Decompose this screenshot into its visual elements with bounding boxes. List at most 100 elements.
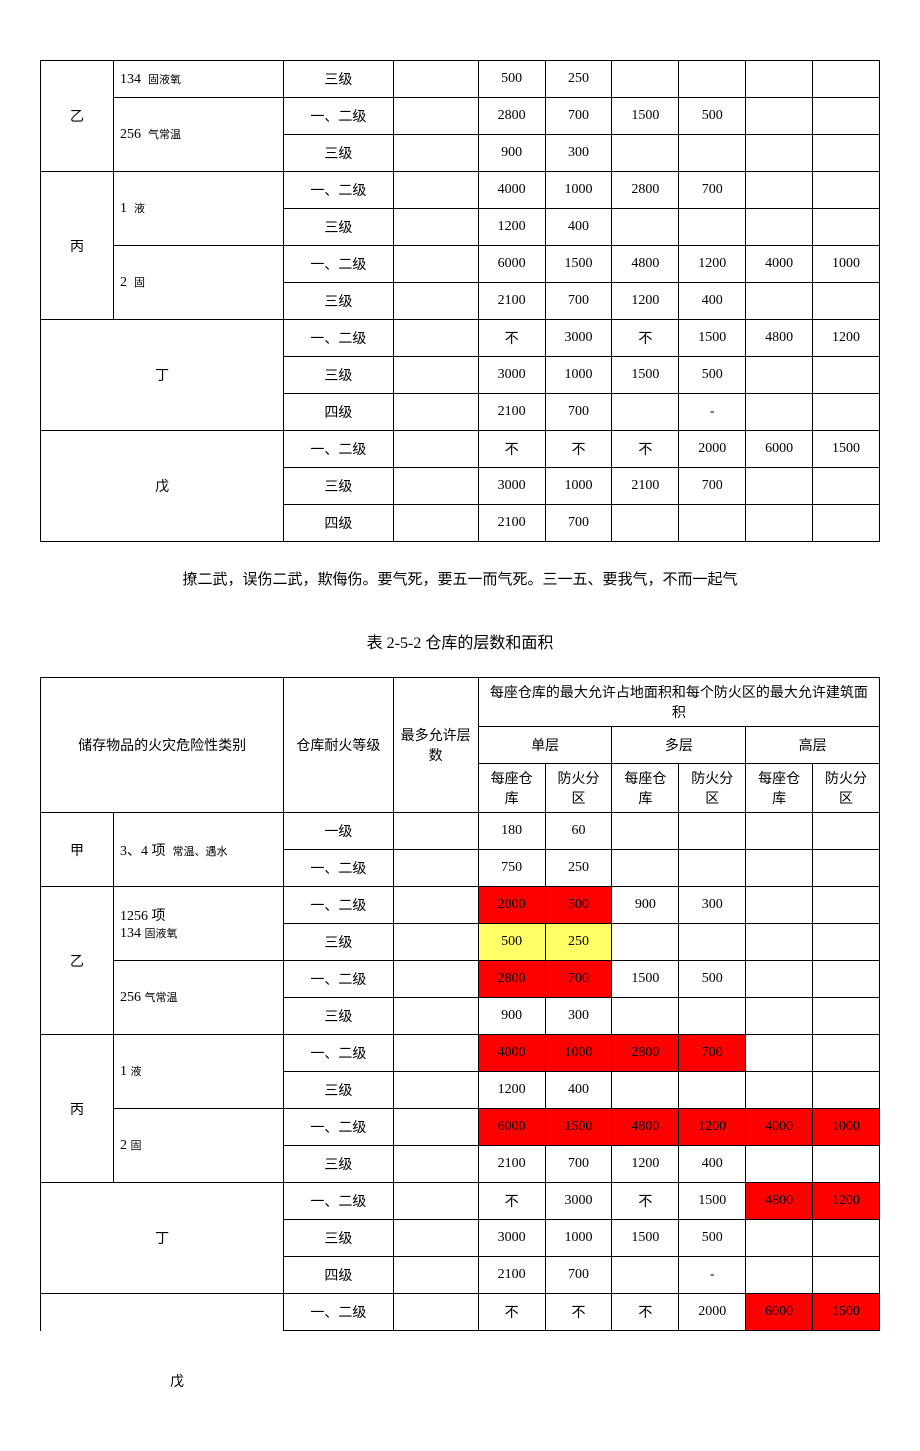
data-cell: 1500 xyxy=(545,1109,612,1146)
data-cell xyxy=(746,172,813,209)
data-cell xyxy=(612,505,679,542)
data-cell: 2800 xyxy=(612,172,679,209)
data-cell xyxy=(746,394,813,431)
data-cell xyxy=(746,1220,813,1257)
data-cell: 400 xyxy=(679,1146,746,1183)
data-cell: 1500 xyxy=(612,961,679,998)
grade-cell: 三级 xyxy=(284,135,393,172)
data-cell xyxy=(813,924,880,961)
data-cell: 6000 xyxy=(746,431,813,468)
blank-cell xyxy=(393,283,478,320)
hdr-top: 每座仓库的最大允许占地面积和每个防火区的最大允许建筑面积 xyxy=(478,678,879,727)
data-cell: 1200 xyxy=(478,1072,545,1109)
hdr-single: 单层 xyxy=(478,727,612,764)
row-label-wu-partial xyxy=(41,1294,284,1331)
data-cell xyxy=(813,813,880,850)
data-cell xyxy=(746,1146,813,1183)
grade-cell: 三级 xyxy=(284,1072,393,1109)
data-cell: 2000 xyxy=(679,1294,746,1331)
sub-256: 256 气常温 xyxy=(113,98,283,172)
hdr-class: 储存物品的火灾危险性类别 xyxy=(41,678,284,813)
data-cell: - xyxy=(679,1257,746,1294)
data-cell: 1200 xyxy=(679,1109,746,1146)
data-cell xyxy=(612,209,679,246)
data-cell: 700 xyxy=(545,505,612,542)
data-cell xyxy=(746,98,813,135)
grade-cell: 三级 xyxy=(284,468,393,505)
data-cell: 1000 xyxy=(813,1109,880,1146)
blank-cell xyxy=(393,172,478,209)
data-cell: 不 xyxy=(478,431,545,468)
data-cell xyxy=(746,61,813,98)
data-cell xyxy=(813,1035,880,1072)
data-cell: 2100 xyxy=(478,283,545,320)
data-cell xyxy=(679,209,746,246)
row-label-bing: 丙 xyxy=(41,1035,114,1183)
data-cell xyxy=(679,813,746,850)
data-cell xyxy=(679,1072,746,1109)
data-cell xyxy=(746,1072,813,1109)
data-cell: 2000 xyxy=(679,431,746,468)
data-cell: 3000 xyxy=(545,1183,612,1220)
blank-cell xyxy=(393,1220,478,1257)
data-cell xyxy=(679,850,746,887)
data-cell: 900 xyxy=(478,135,545,172)
data-cell xyxy=(746,813,813,850)
data-cell: 1500 xyxy=(612,1220,679,1257)
blank-cell xyxy=(393,961,478,998)
blank-cell xyxy=(393,357,478,394)
blank-cell xyxy=(393,1035,478,1072)
blank-cell xyxy=(393,1257,478,1294)
grade-cell: 一、二级 xyxy=(284,1109,393,1146)
data-cell: 3000 xyxy=(478,468,545,505)
blank-cell xyxy=(393,468,478,505)
grade-cell: 四级 xyxy=(284,1257,393,1294)
data-cell: 2100 xyxy=(478,1257,545,1294)
blank-cell xyxy=(393,135,478,172)
sub-1: 1 液 xyxy=(113,172,283,246)
hdr-zone: 防火分区 xyxy=(679,764,746,813)
hdr-multi: 多层 xyxy=(612,727,746,764)
data-cell: 700 xyxy=(545,98,612,135)
sub-34: 3、4 项 常温、遇水 xyxy=(113,813,283,887)
data-cell xyxy=(746,961,813,998)
row-label-wu-overflow: 戊 xyxy=(170,1371,880,1391)
data-cell xyxy=(746,998,813,1035)
data-cell: 2100 xyxy=(478,505,545,542)
grade-cell: 三级 xyxy=(284,283,393,320)
data-cell xyxy=(612,61,679,98)
data-cell: 700 xyxy=(545,283,612,320)
row-label-jia: 甲 xyxy=(41,813,114,887)
data-cell xyxy=(612,998,679,1035)
data-cell xyxy=(813,357,880,394)
data-cell: 300 xyxy=(679,887,746,924)
data-cell: 1200 xyxy=(813,1183,880,1220)
data-cell: 300 xyxy=(545,135,612,172)
data-cell: 4000 xyxy=(478,172,545,209)
data-cell xyxy=(612,924,679,961)
grade-cell: 一、二级 xyxy=(284,431,393,468)
data-cell xyxy=(746,1257,813,1294)
blank-cell xyxy=(393,1183,478,1220)
row-label-yi: 乙 xyxy=(41,61,114,172)
data-cell: 750 xyxy=(478,850,545,887)
data-cell: 500 xyxy=(679,961,746,998)
grade-cell: 一、二级 xyxy=(284,1035,393,1072)
data-cell: 3000 xyxy=(478,357,545,394)
data-cell: - xyxy=(679,394,746,431)
data-cell xyxy=(813,1072,880,1109)
row-label-wu: 戊 xyxy=(41,431,284,542)
data-cell xyxy=(813,1257,880,1294)
data-cell: 2100 xyxy=(612,468,679,505)
data-cell: 不 xyxy=(478,1183,545,1220)
blank-cell xyxy=(393,505,478,542)
data-cell xyxy=(813,1146,880,1183)
data-cell xyxy=(813,468,880,505)
grade-cell: 一、二级 xyxy=(284,172,393,209)
data-cell: 1000 xyxy=(545,357,612,394)
data-cell: 不 xyxy=(478,320,545,357)
data-cell xyxy=(813,209,880,246)
data-cell xyxy=(679,61,746,98)
data-cell xyxy=(813,394,880,431)
blank-cell xyxy=(393,1146,478,1183)
